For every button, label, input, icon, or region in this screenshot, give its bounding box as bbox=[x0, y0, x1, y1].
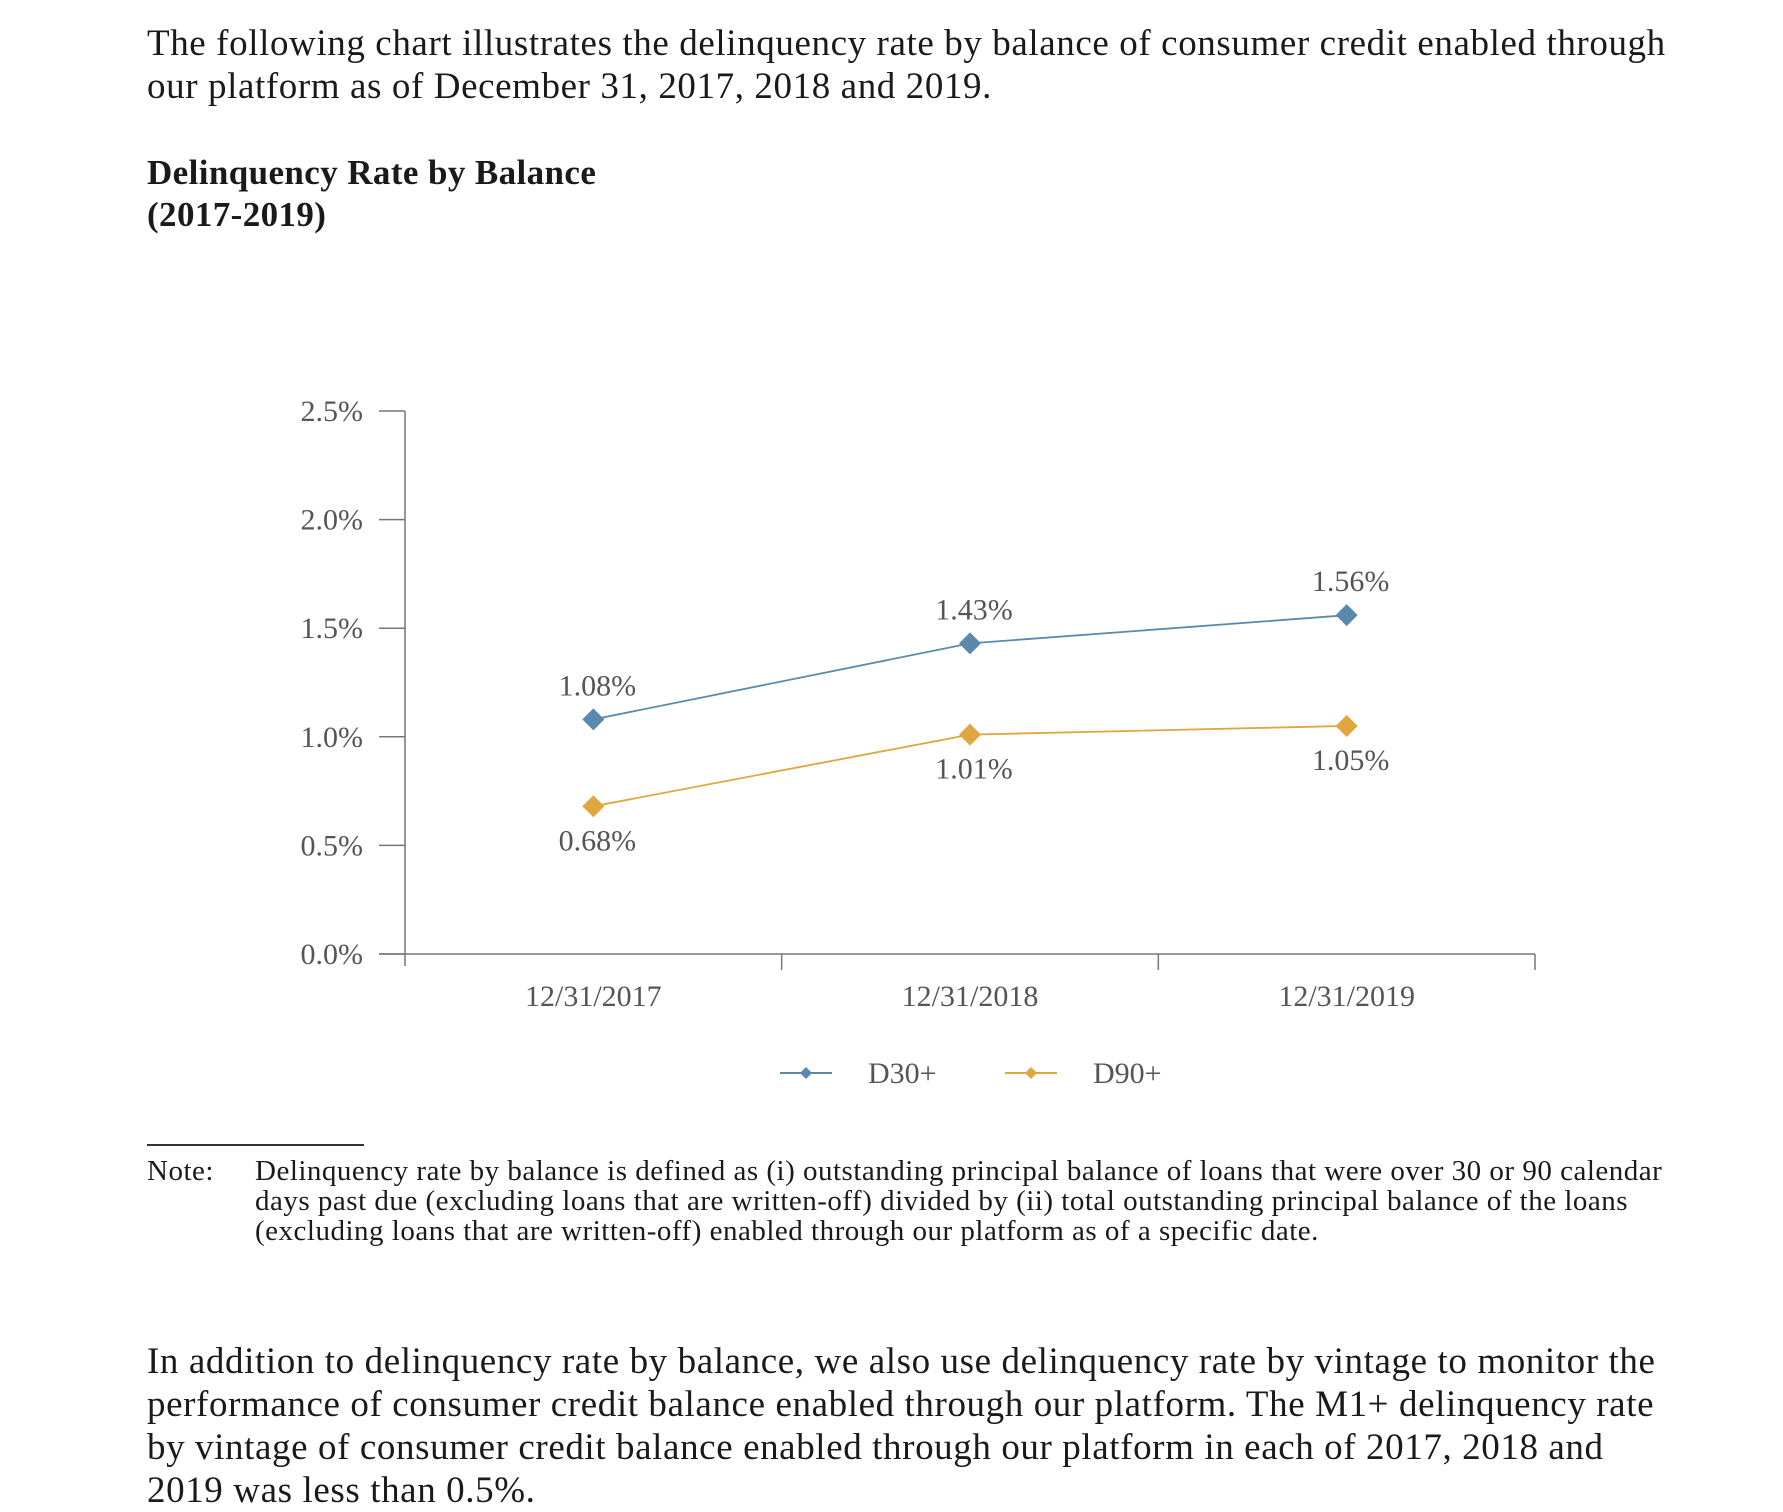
legend-item-d90: D90+ bbox=[1005, 1057, 1162, 1090]
footnote-divider bbox=[147, 1144, 364, 1146]
legend-item-d30: D30+ bbox=[780, 1057, 937, 1090]
chart-title: Delinquency Rate by Balance (2017-2019) bbox=[147, 152, 596, 236]
data-point bbox=[1335, 604, 1358, 627]
y-tick-label: 2.5% bbox=[301, 395, 364, 428]
legend-marker bbox=[800, 1067, 812, 1079]
data-point bbox=[959, 723, 981, 746]
series-d90: 0.68% 1.01% 1.05% bbox=[559, 714, 1390, 857]
data-label: 1.56% bbox=[1312, 565, 1390, 598]
intro-paragraph: The following chart illustrates the deli… bbox=[147, 23, 1666, 107]
note-label: Note: bbox=[147, 1155, 214, 1187]
y-tick-label: 2.0% bbox=[301, 504, 364, 537]
closing-paragraph: In addition to delinquency rate by balan… bbox=[147, 1341, 1656, 1511]
x-tick-label: 12/31/2018 bbox=[902, 980, 1039, 1013]
data-point bbox=[1335, 714, 1358, 737]
delinquency-line-chart: 0.0% 0.5% 1.0% 1.5% 2.0% 2.5% 12/31/2017 12/31/… bbox=[301, 395, 1536, 1090]
x-tick-label: 12/31/2017 bbox=[525, 980, 662, 1013]
chart-title-line-2: (2017-2019) bbox=[147, 195, 327, 234]
y-tick-label: 1.0% bbox=[301, 721, 364, 754]
note-text: Delinquency rate by balance is defined a… bbox=[255, 1155, 1663, 1247]
chart-title-line-1: Delinquency Rate by Balance bbox=[147, 153, 597, 192]
y-tick-label: 1.5% bbox=[301, 612, 364, 645]
data-label: 1.01% bbox=[935, 753, 1013, 786]
series-line bbox=[593, 614, 1347, 721]
legend-marker bbox=[1025, 1067, 1037, 1079]
data-point bbox=[959, 632, 981, 655]
data-label: 1.43% bbox=[935, 593, 1013, 626]
x-tick-label: 12/31/2019 bbox=[1278, 980, 1415, 1013]
data-label: 1.05% bbox=[1312, 744, 1390, 777]
y-tick-label: 0.0% bbox=[301, 938, 364, 971]
series-d30: 1.08% 1.43% 1.56% bbox=[559, 565, 1390, 731]
chart-series: 1.08% 1.43% 1.56% 0.68% 1.01% 1.05% bbox=[559, 565, 1390, 857]
legend-label: D30+ bbox=[868, 1057, 937, 1090]
data-label: 1.08% bbox=[559, 669, 637, 702]
data-point bbox=[582, 795, 605, 818]
legend-label: D90+ bbox=[1093, 1057, 1162, 1090]
data-label: 0.68% bbox=[559, 824, 637, 857]
chart-legend: D30+ D90+ bbox=[780, 1057, 1162, 1090]
y-tick-label: 0.5% bbox=[301, 829, 364, 862]
chart-axes: 0.0% 0.5% 1.0% 1.5% 2.0% 2.5% 12/31/2017 12/31/… bbox=[301, 395, 1536, 1013]
data-point bbox=[582, 708, 605, 731]
